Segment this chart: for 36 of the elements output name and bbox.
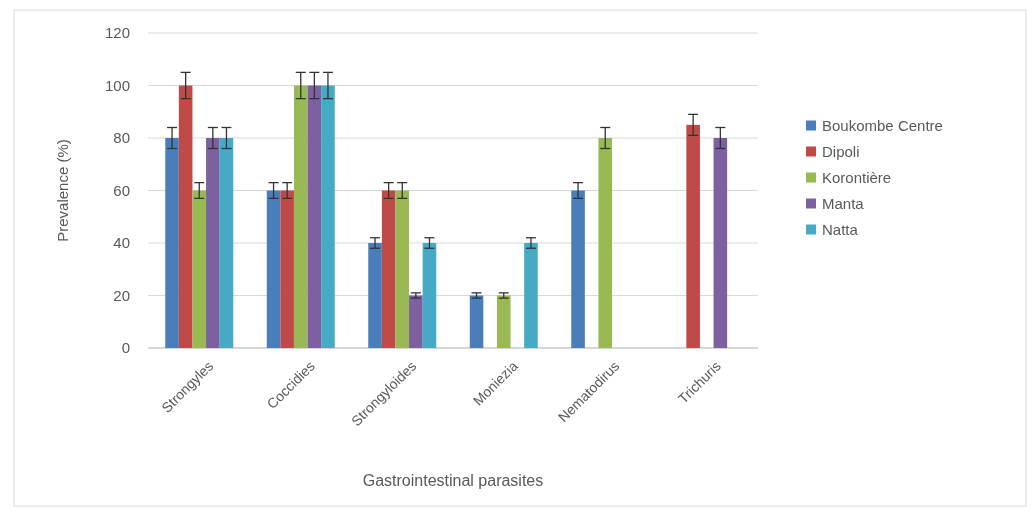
bar [165,138,179,348]
bar [219,138,234,348]
legend-label: Korontière [822,168,892,186]
y-tick-label: 80 [113,129,130,147]
bar [280,190,294,348]
bar [409,295,423,348]
bar [266,190,281,348]
legend-label: Dipoli [822,142,860,160]
bar [686,124,700,348]
bar [395,190,410,348]
y-tick-label: 0 [121,339,130,357]
y-axis-title: Prevalence (%) [54,139,71,242]
bar [598,138,613,348]
bar [713,138,728,348]
y-tick-label: 20 [113,286,130,304]
bar [178,85,193,348]
bar [496,295,511,348]
bar [381,190,396,348]
x-axis-title: Gastrointestinal parasites [362,472,544,489]
y-tick-label: 120 [104,24,130,42]
bar [206,138,220,348]
y-tick-label: 40 [113,234,130,252]
y-tick-label: 100 [104,76,130,94]
legend-label: Natta [822,220,859,238]
bar [321,85,335,348]
bar [571,190,585,348]
bar [192,190,207,348]
bar [368,243,382,348]
bar [307,85,322,348]
legend-label: Manta [822,194,865,212]
bar [422,243,437,348]
y-tick-label: 60 [113,181,130,199]
legend-label: Boukombe Centre [822,116,943,134]
bar [293,85,308,348]
bar [469,295,484,348]
bar [524,243,538,348]
